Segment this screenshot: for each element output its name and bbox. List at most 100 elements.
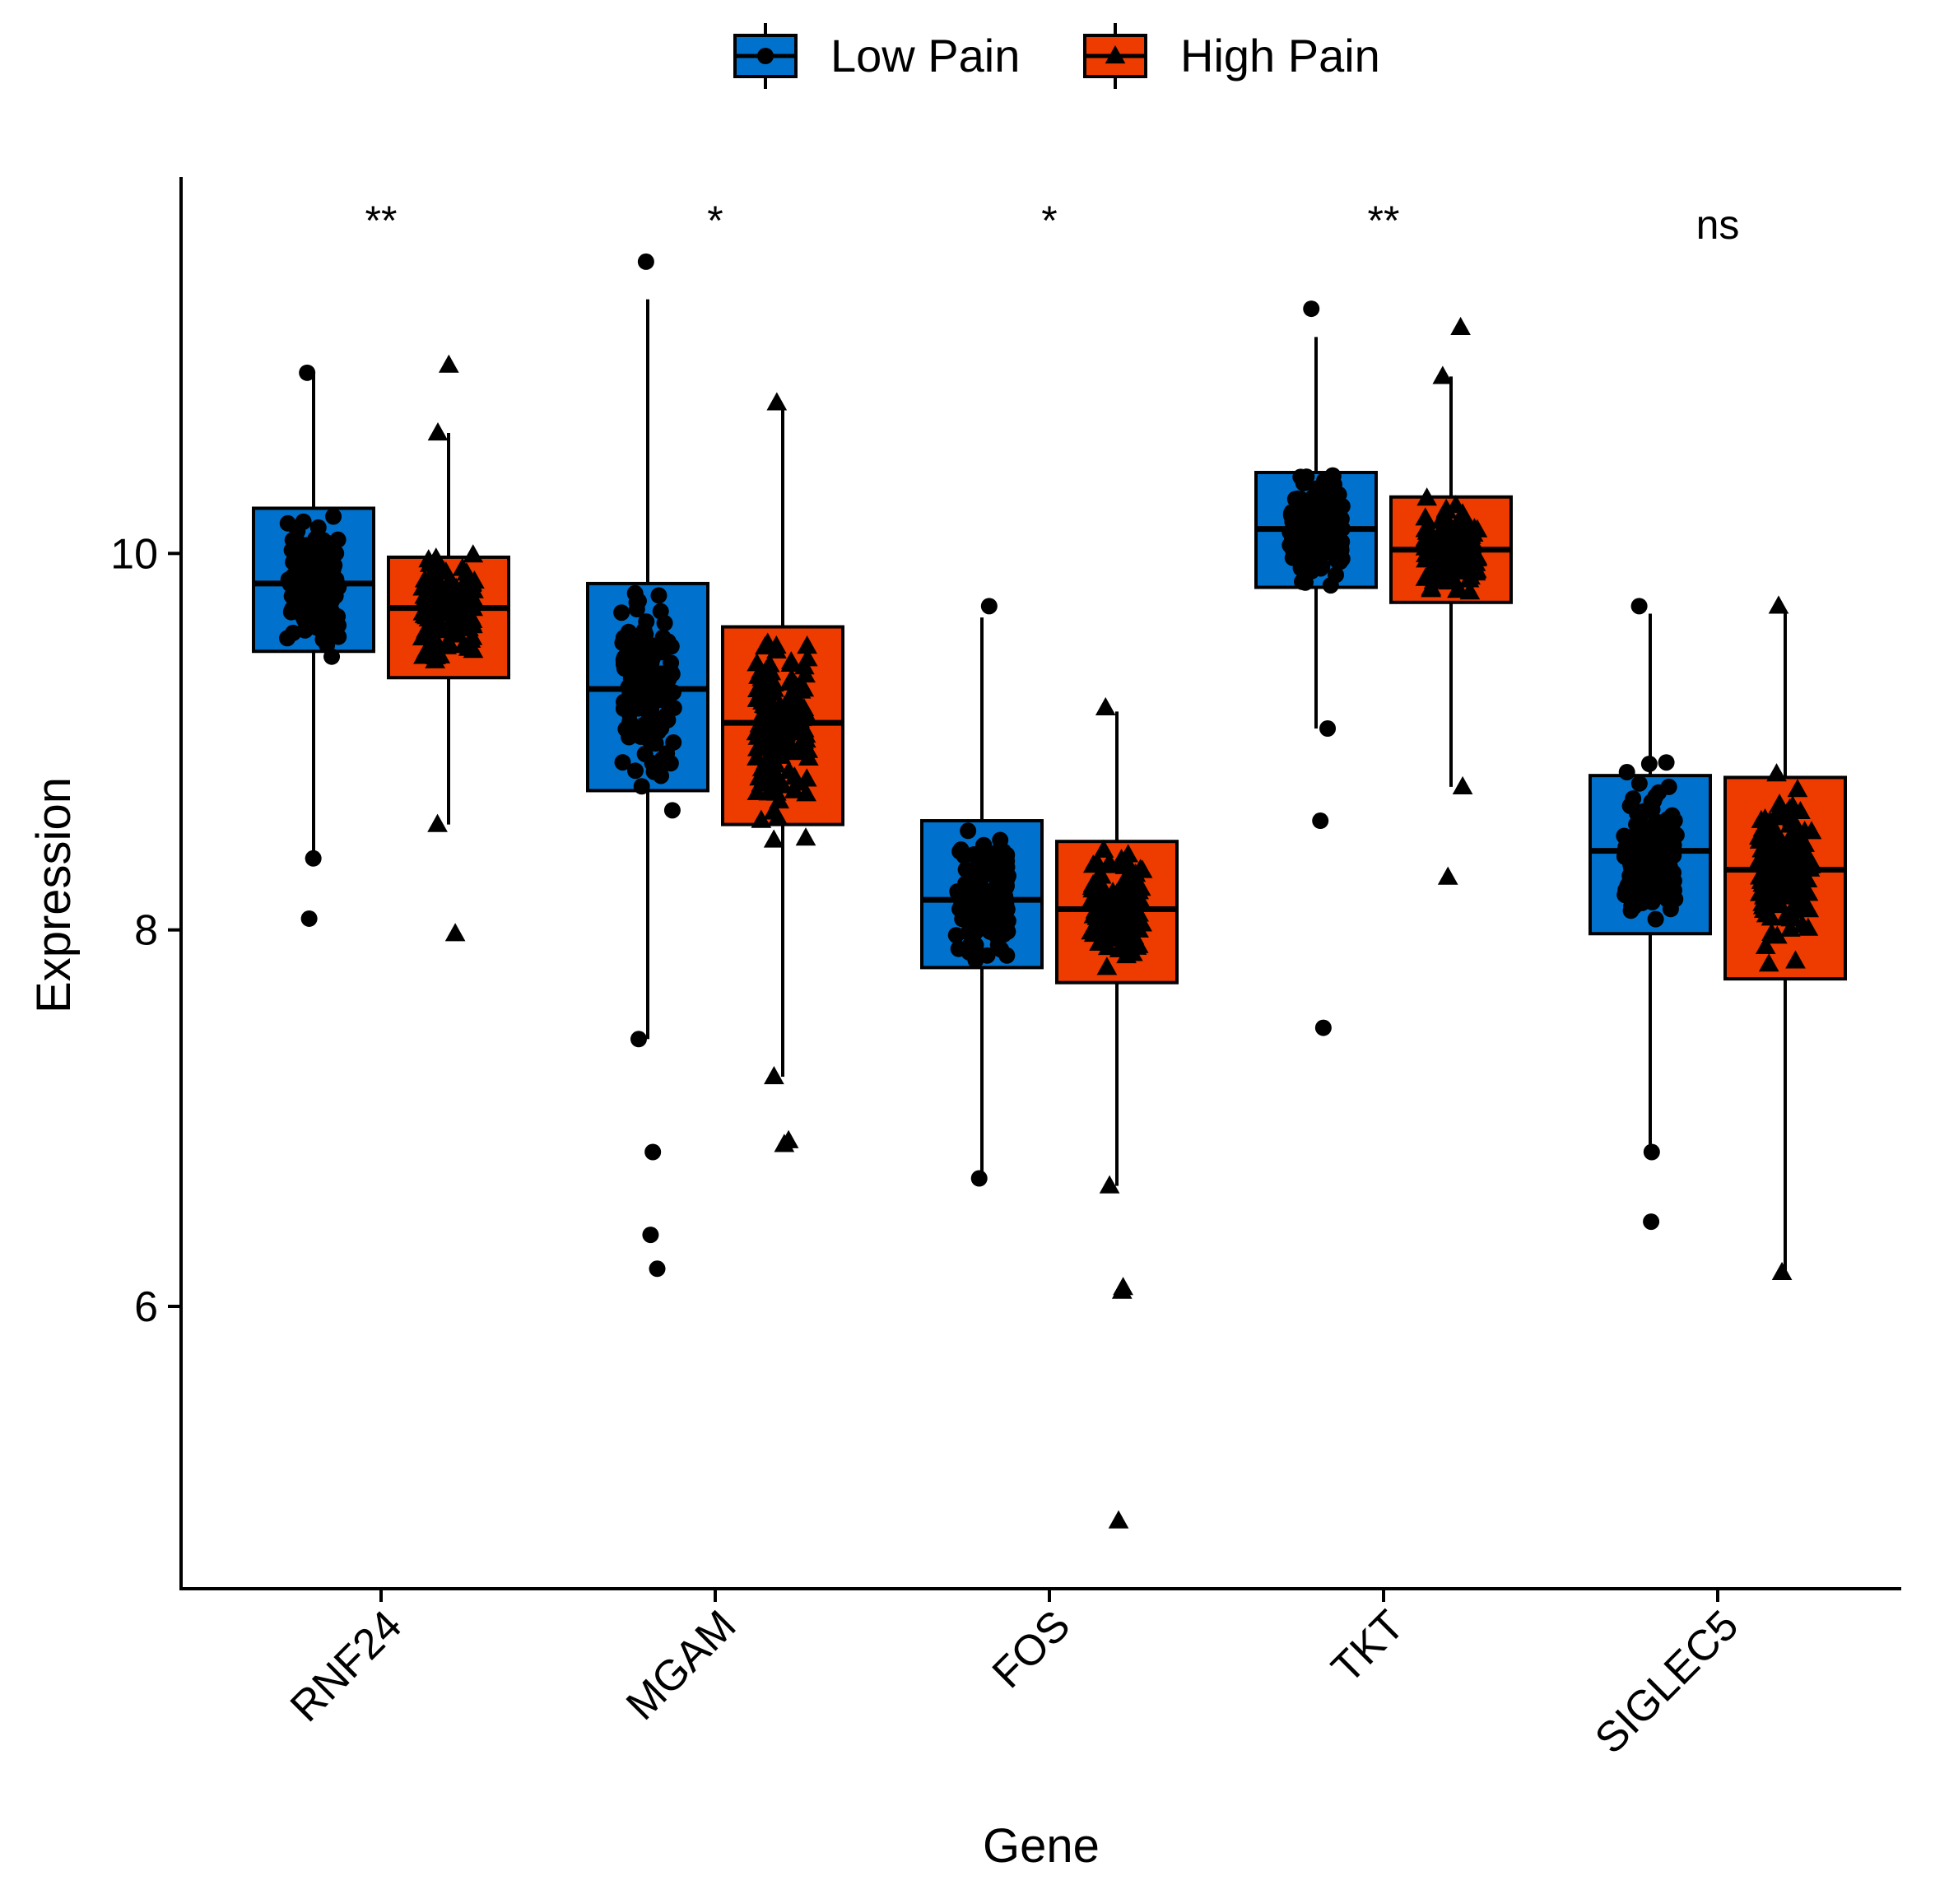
data-point bbox=[1628, 882, 1645, 900]
data-point bbox=[1759, 866, 1780, 885]
data-point bbox=[1089, 932, 1109, 951]
data-point bbox=[325, 508, 342, 525]
data-point bbox=[1126, 936, 1147, 955]
data-point bbox=[1640, 756, 1658, 773]
data-point bbox=[751, 809, 772, 828]
data-point bbox=[790, 733, 812, 752]
data-point bbox=[973, 857, 990, 874]
data-point bbox=[635, 654, 653, 671]
data-point bbox=[1082, 854, 1104, 873]
data-point bbox=[1319, 719, 1337, 737]
data-point bbox=[279, 630, 296, 647]
data-point bbox=[1784, 830, 1805, 850]
x-tick-label: SIGLEC5 bbox=[1586, 1601, 1747, 1762]
data-point bbox=[1758, 891, 1779, 910]
data-point bbox=[665, 733, 682, 751]
data-point bbox=[1421, 577, 1442, 596]
data-point bbox=[972, 919, 989, 937]
data-point bbox=[1333, 521, 1350, 538]
data-point bbox=[622, 670, 640, 687]
data-point bbox=[1658, 891, 1676, 908]
x-tick-label: FOS bbox=[984, 1601, 1080, 1697]
data-point bbox=[1755, 935, 1776, 954]
data-point bbox=[416, 595, 437, 614]
data-point bbox=[416, 619, 437, 638]
data-point bbox=[1618, 764, 1635, 781]
data-point bbox=[1086, 906, 1108, 925]
data-point bbox=[1327, 482, 1344, 500]
box-layer bbox=[252, 299, 1847, 1273]
data-point bbox=[961, 901, 979, 918]
data-point bbox=[427, 813, 448, 832]
data-point bbox=[1097, 854, 1119, 873]
data-point bbox=[295, 513, 312, 530]
data-point bbox=[656, 640, 673, 658]
y-tick-label: 6 bbox=[134, 1283, 158, 1331]
data-point bbox=[755, 695, 776, 714]
data-point bbox=[1779, 918, 1801, 937]
data-point bbox=[1313, 509, 1330, 526]
data-point bbox=[628, 601, 645, 618]
data-point bbox=[416, 583, 437, 602]
data-point bbox=[766, 392, 788, 411]
data-point bbox=[999, 923, 1016, 940]
data-point bbox=[665, 700, 682, 717]
data-point bbox=[1123, 926, 1145, 945]
data-point bbox=[640, 720, 657, 738]
data-point bbox=[1778, 803, 1798, 822]
data-point bbox=[1766, 848, 1788, 867]
data-point bbox=[417, 574, 439, 593]
x-tick-label: MGAM bbox=[617, 1601, 745, 1729]
data-point bbox=[638, 613, 655, 631]
data-point bbox=[1110, 854, 1132, 873]
data-point bbox=[759, 654, 780, 673]
data-point bbox=[1630, 598, 1648, 615]
outlier-point bbox=[1314, 1019, 1332, 1036]
data-point bbox=[309, 519, 327, 536]
data-point bbox=[633, 778, 650, 795]
data-point bbox=[1288, 528, 1305, 546]
data-point bbox=[630, 1031, 647, 1048]
data-point bbox=[1787, 779, 1808, 798]
data-point bbox=[464, 570, 485, 589]
data-point bbox=[330, 628, 347, 645]
data-point bbox=[279, 514, 296, 532]
significance-label: ** bbox=[365, 198, 398, 244]
data-point bbox=[791, 708, 812, 727]
x-tick-label: RNF24 bbox=[281, 1601, 411, 1730]
data-point bbox=[309, 590, 326, 608]
data-point bbox=[1303, 300, 1320, 318]
outlier-point bbox=[1437, 866, 1458, 885]
data-point bbox=[1328, 566, 1345, 584]
data-point bbox=[992, 894, 1009, 911]
data-point bbox=[640, 673, 658, 691]
data-point bbox=[657, 664, 674, 682]
data-point bbox=[1430, 510, 1451, 529]
data-point bbox=[654, 751, 671, 768]
data-point bbox=[1312, 560, 1329, 577]
outlier-point bbox=[1450, 316, 1471, 336]
data-point bbox=[430, 577, 451, 596]
data-point bbox=[993, 852, 1010, 869]
data-point bbox=[1311, 540, 1328, 557]
data-point bbox=[1801, 821, 1822, 840]
data-point bbox=[1776, 865, 1798, 884]
data-point bbox=[656, 614, 673, 631]
data-point bbox=[947, 927, 965, 944]
data-point bbox=[626, 762, 644, 780]
point-layer bbox=[279, 253, 1822, 1529]
data-point bbox=[634, 698, 651, 715]
data-point bbox=[1643, 1143, 1660, 1161]
data-point bbox=[1416, 487, 1438, 506]
data-point bbox=[1430, 524, 1452, 543]
data-point bbox=[1081, 921, 1102, 940]
data-point bbox=[1621, 867, 1639, 884]
legend-item-high-pain: High Pain bbox=[1083, 23, 1380, 89]
data-point bbox=[988, 871, 1005, 888]
data-point bbox=[1462, 522, 1482, 541]
data-point bbox=[1432, 365, 1454, 384]
data-point bbox=[952, 841, 970, 859]
data-point bbox=[1415, 507, 1436, 526]
outlier-point bbox=[1643, 1213, 1660, 1231]
outlier-point bbox=[300, 910, 318, 927]
